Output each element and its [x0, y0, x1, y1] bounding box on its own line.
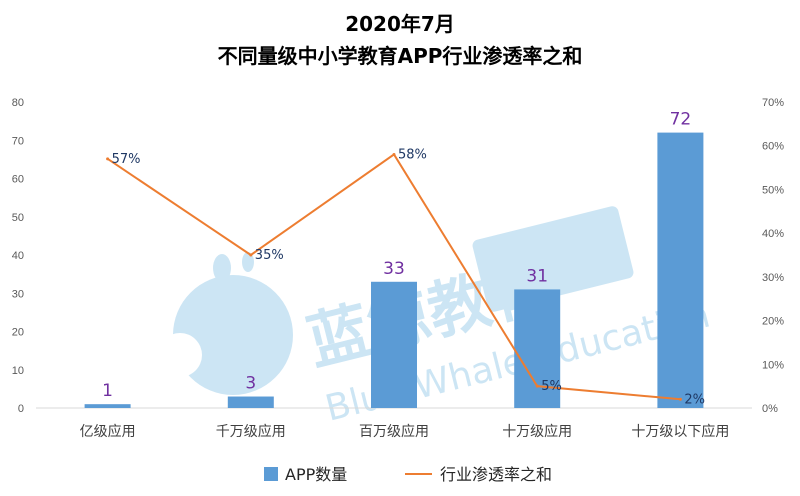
line-point: [392, 152, 396, 156]
line-data-labels: 57% 35% 58% 5% 2%: [112, 147, 705, 407]
y-left-tick-label: 50: [12, 212, 24, 224]
bar-series: [84, 132, 704, 408]
line-point: [249, 253, 253, 257]
y-left-tick-label: 40: [12, 250, 24, 262]
x-axis: 亿级应用 千万级应用 百万级应用 十万级应用 十万级以下应用: [80, 423, 730, 440]
watermark-logo-icon: [173, 275, 293, 395]
x-tick-label: 亿级应用: [80, 423, 136, 440]
x-tick-label: 千万级应用: [216, 423, 286, 440]
y-axis-right: 0% 10% 20% 30% 40% 50% 60% 70%: [762, 97, 784, 415]
line-data-label: 57%: [112, 152, 141, 167]
watermark-drop-small-icon: [242, 252, 254, 272]
x-tick-label: 十万级以下应用: [631, 423, 729, 440]
y-axis-left: 0 10 20 30 40 50 60 70 80: [12, 97, 24, 415]
line-data-label: 35%: [255, 248, 284, 263]
y-left-tick-label: 30: [12, 288, 24, 300]
x-tick-label: 百万级应用: [359, 423, 429, 440]
y-left-tick-label: 80: [12, 97, 24, 109]
legend-bar-label: APP数量: [285, 465, 347, 484]
bar: [84, 404, 131, 408]
line-data-label: 58%: [398, 147, 427, 162]
watermark-logo: 蓝鲸教育 Blue Whale Education: [158, 206, 714, 430]
watermark-drop-icon: [213, 254, 231, 282]
y-right-tick-label: 10%: [762, 359, 784, 371]
line-point: [106, 157, 110, 161]
bar: [657, 132, 704, 408]
watermark-box: [472, 206, 634, 312]
y-left-tick-label: 0: [18, 403, 24, 415]
line-point: [678, 397, 682, 401]
y-right-tick-label: 40%: [762, 228, 784, 240]
y-right-tick-label: 70%: [762, 97, 784, 109]
line-data-label: 2%: [684, 392, 705, 407]
line-series: [106, 152, 682, 401]
y-left-tick-label: 20: [12, 327, 24, 339]
watermark-logo-cutout: [158, 333, 202, 377]
y-left-tick-label: 70: [12, 135, 24, 147]
y-right-tick-label: 0%: [762, 403, 778, 415]
chart-title-line2: 不同量级中小学教育APP行业渗透率之和: [218, 44, 583, 68]
legend-line-label: 行业渗透率之和: [440, 465, 552, 484]
bar: [227, 396, 274, 408]
y-left-tick-label: 10: [12, 365, 24, 377]
bar-data-label: 31: [526, 266, 548, 286]
y-left-tick-label: 60: [12, 174, 24, 186]
bar-data-label: 1: [102, 381, 113, 401]
chart-title-line1: 2020年7月: [345, 12, 455, 36]
bar: [371, 281, 417, 408]
y-right-tick-label: 60%: [762, 141, 784, 153]
y-right-tick-label: 50%: [762, 184, 784, 196]
bar-data-label: 72: [670, 110, 692, 130]
bar-data-label: 33: [383, 259, 405, 279]
y-right-tick-label: 30%: [762, 272, 784, 284]
x-tick-label: 十万级应用: [502, 423, 572, 440]
line-point: [535, 384, 539, 388]
line-data-label: 5%: [541, 379, 562, 394]
legend-bar-swatch: [264, 467, 278, 481]
bar-data-label: 3: [245, 374, 256, 394]
y-right-tick-label: 20%: [762, 316, 784, 328]
legend: APP数量 行业渗透率之和: [264, 465, 552, 484]
